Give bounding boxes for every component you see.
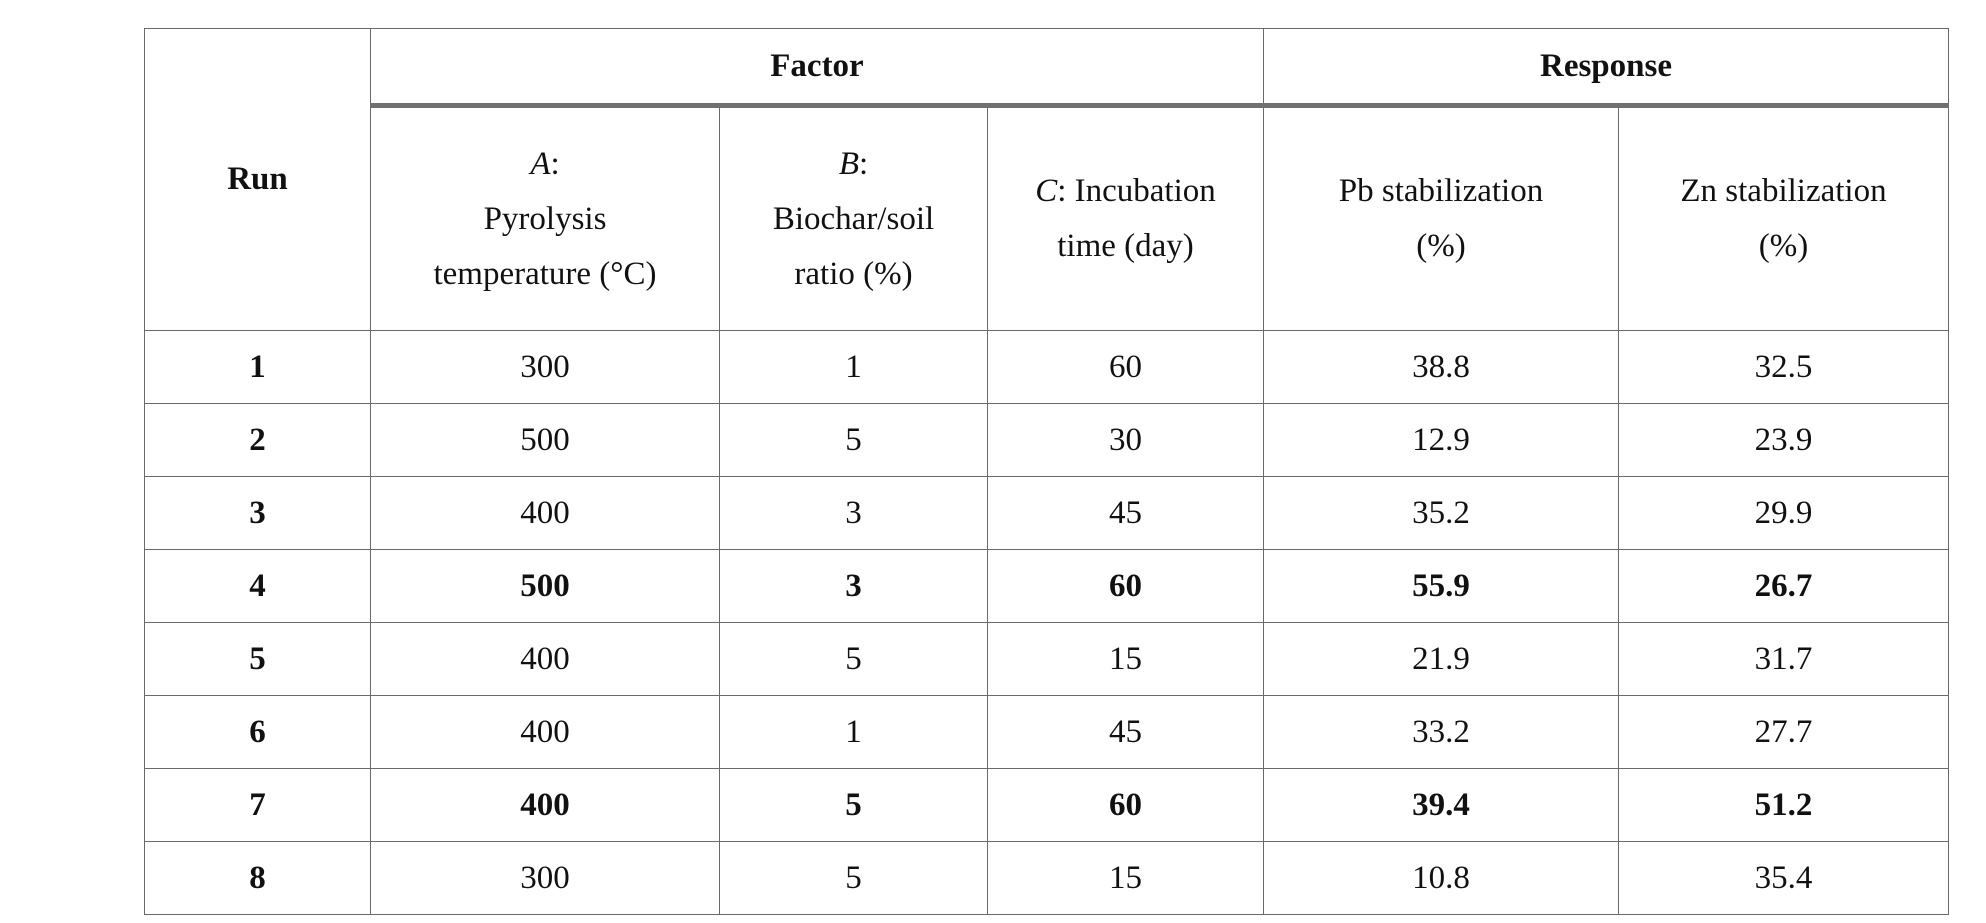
run-header: Run [144,28,371,331]
value-cell: 1 [719,695,988,769]
value-cell: 60 [987,768,1264,842]
table-row: 7 400 5 60 39.4 51.2 [144,768,1949,842]
value-cell: 26.7 [1618,549,1949,623]
value-cell: 5 [719,622,988,696]
value-cell: 51.2 [1618,768,1949,842]
value-cell: 21.9 [1263,622,1619,696]
value-cell: 29.9 [1618,476,1949,550]
column-header-line: ratio (%) [794,255,913,292]
column-header-line: Pyrolysis [483,200,607,237]
table-row: 1 300 1 60 38.8 32.5 [144,330,1949,404]
value-cell: 15 [987,841,1264,915]
table-body: 1 300 1 60 38.8 32.5 2 500 5 30 12.9 23.9 3 400 3 45 35.… [144,330,1949,915]
table-row: 6 400 1 45 33.2 27.7 [144,695,1949,769]
run-cell: 8 [144,841,371,915]
value-cell: 12.9 [1263,403,1619,477]
column-header: C: Incubation time (day) [987,105,1264,331]
column-symbol: C [1035,173,1058,209]
value-cell: 15 [987,622,1264,696]
value-cell: 400 [370,768,720,842]
run-cell: 2 [144,403,371,477]
column-header-line: : Incubation [1057,173,1216,209]
value-cell: 400 [370,476,720,550]
value-cell: 60 [987,549,1264,623]
value-cell: 300 [370,330,720,404]
value-cell: 500 [370,549,720,623]
column-header: A: Pyrolysis temperature (°C) [370,105,720,331]
run-cell: 4 [144,549,371,623]
run-cell: 7 [144,768,371,842]
column-header-line: Biochar/soil [772,200,935,237]
value-cell: 3 [719,549,988,623]
value-cell: 27.7 [1618,695,1949,769]
column-symbol: A [530,145,551,182]
value-cell: 5 [719,403,988,477]
column-header-line: : [550,145,560,182]
column-header: Zn stabilization (%) [1618,105,1949,331]
value-cell: 400 [370,695,720,769]
value-cell: 5 [719,841,988,915]
value-cell: 45 [987,695,1264,769]
run-cell: 5 [144,622,371,696]
value-cell: 31.7 [1618,622,1949,696]
factor-header: Factor [370,28,1264,108]
value-cell: 500 [370,403,720,477]
value-cell: 5 [719,768,988,842]
value-cell: 300 [370,841,720,915]
table-row: 2 500 5 30 12.9 23.9 [144,403,1949,477]
data-table: Run Factor Response A: Pyrolysis temperatu… [144,28,1949,915]
column-header-line: time (day) [1057,228,1194,264]
value-cell: 55.9 [1263,549,1619,623]
value-cell: 10.8 [1263,841,1619,915]
column-header-line: : [859,145,869,182]
value-cell: 30 [987,403,1264,477]
value-cell: 45 [987,476,1264,550]
column-header-line: Zn stabilization [1680,173,1887,209]
value-cell: 23.9 [1618,403,1949,477]
table-row: 8 300 5 15 10.8 35.4 [144,841,1949,915]
table-row: 5 400 5 15 21.9 31.7 [144,622,1949,696]
table-row: 3 400 3 45 35.2 29.9 [144,476,1949,550]
column-symbol: B [838,145,859,182]
value-cell: 32.5 [1618,330,1949,404]
column-header-line: (%) [1416,228,1466,264]
value-cell: 38.8 [1263,330,1619,404]
column-header: Pb stabilization (%) [1263,105,1619,331]
value-cell: 3 [719,476,988,550]
column-header-line: (%) [1758,228,1809,264]
value-cell: 35.2 [1263,476,1619,550]
table-row: 4 500 3 60 55.9 26.7 [144,549,1949,623]
value-cell: 1 [719,330,988,404]
column-header: B: Biochar/soil ratio (%) [719,105,988,331]
run-cell: 3 [144,476,371,550]
value-cell: 33.2 [1263,695,1619,769]
run-cell: 6 [144,695,371,769]
value-cell: 60 [987,330,1264,404]
column-header-line: Pb stabilization [1338,173,1544,209]
run-cell: 1 [144,330,371,404]
column-header-line: temperature (°C) [433,255,657,292]
header-row: Run Factor Response [144,28,1949,331]
value-cell: 39.4 [1263,768,1619,842]
response-header: Response [1263,28,1949,108]
value-cell: 35.4 [1618,841,1949,915]
value-cell: 400 [370,622,720,696]
subheader-row: A: Pyrolysis temperature (°C) B: Biochar/soi… [145,105,1949,331]
